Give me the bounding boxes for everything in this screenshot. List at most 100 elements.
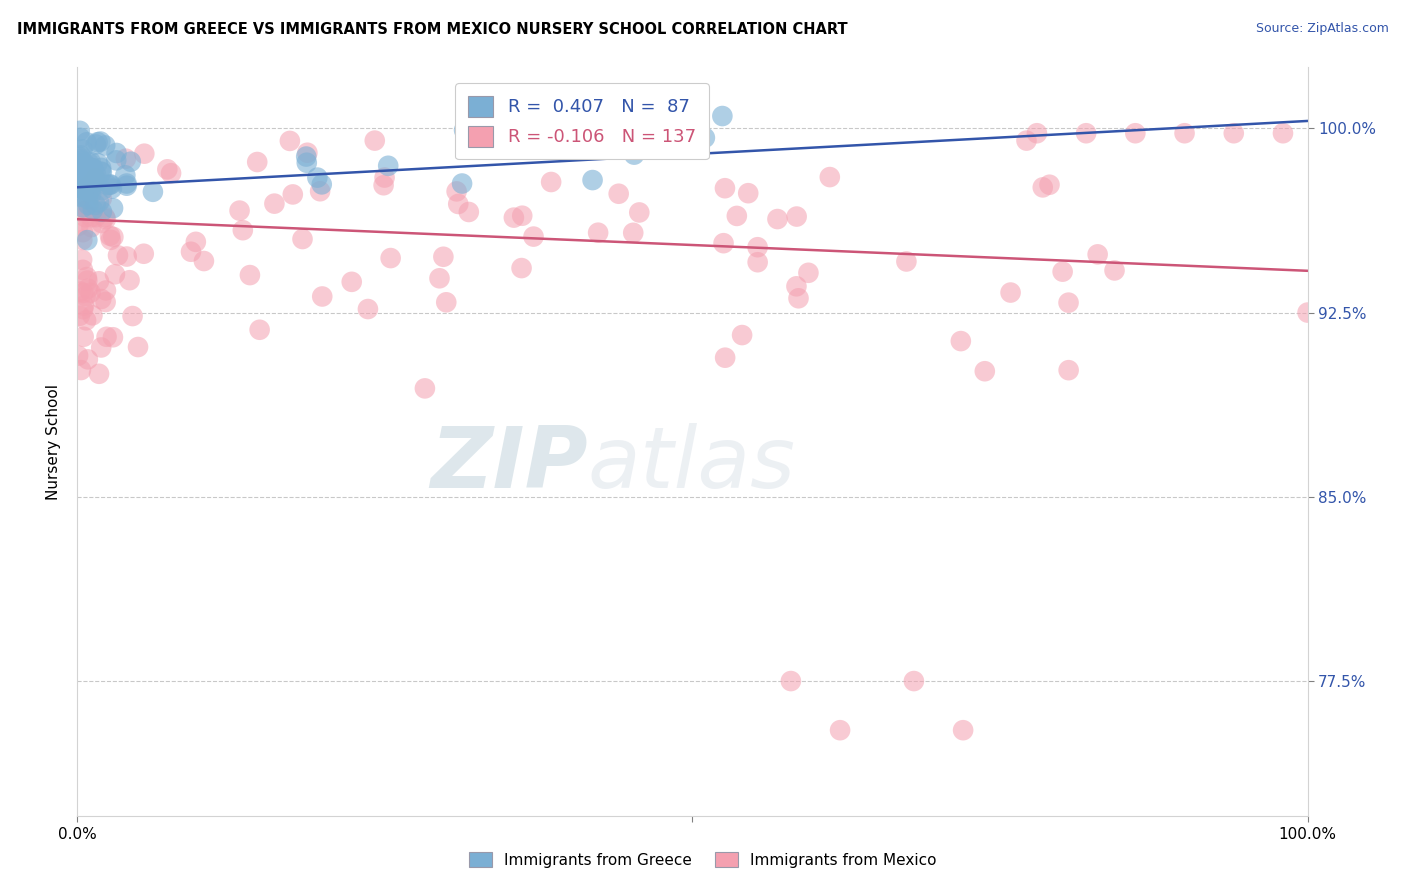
Point [69, 131, 91, 145]
Point [1104, 263, 1126, 277]
Point [94, 295, 117, 310]
Point [510, 209, 533, 223]
Point [281, 187, 304, 202]
Point [76, 184, 98, 198]
Point [69, 179, 91, 194]
Point [82, 161, 104, 176]
Point [90, 192, 112, 206]
Point [66, 180, 89, 194]
Point [502, 211, 524, 225]
Text: IMMIGRANTS FROM GREECE VS IMMIGRANTS FROM MEXICO NURSERY SCHOOL CORRELATION CHAR: IMMIGRANTS FROM GREECE VS IMMIGRANTS FRO… [17, 22, 848, 37]
Point [86, 175, 108, 189]
Point [581, 173, 603, 187]
Point [83, 173, 105, 187]
Point [380, 251, 402, 265]
Point [72, 201, 94, 215]
Point [307, 170, 329, 185]
Point [82, 308, 104, 322]
Point [737, 186, 759, 201]
Point [413, 381, 436, 395]
Point [75, 161, 97, 175]
Point [787, 291, 810, 305]
Point [76, 352, 98, 367]
Point [80, 211, 103, 225]
Point [786, 210, 808, 224]
Point [1038, 178, 1060, 192]
Point [446, 185, 468, 199]
Point [949, 334, 972, 348]
Point [69, 148, 91, 162]
Point [76, 179, 98, 194]
Point [70, 181, 93, 195]
Text: ZIP: ZIP [430, 423, 588, 506]
Point [714, 351, 737, 365]
Point [72, 233, 94, 247]
Point [67, 219, 90, 233]
Point [76, 274, 98, 288]
Point [82, 172, 104, 186]
Point [120, 154, 142, 169]
Point [73, 330, 96, 344]
Point [87, 156, 110, 170]
Point [711, 109, 734, 123]
Text: atlas: atlas [588, 423, 796, 506]
Point [73, 299, 96, 313]
Point [295, 150, 318, 164]
Point [72, 262, 94, 277]
Point [76, 270, 98, 285]
Point [142, 185, 165, 199]
Point [1174, 126, 1197, 140]
Point [114, 152, 136, 166]
Point [311, 289, 333, 303]
Point [98, 228, 121, 243]
Point [89, 135, 111, 149]
Point [623, 147, 645, 161]
Point [785, 279, 807, 293]
Point [104, 267, 127, 281]
Point [628, 205, 651, 219]
Point [96, 330, 118, 344]
Point [66, 178, 89, 192]
Point [67, 157, 90, 171]
Point [1000, 285, 1022, 300]
Point [70, 252, 93, 267]
Point [75, 210, 97, 224]
Legend: R =  0.407   N =  87, R = -0.106   N = 137: R = 0.407 N = 87, R = -0.106 N = 137 [456, 84, 709, 160]
Point [896, 254, 918, 268]
Point [67, 349, 90, 363]
Point [67, 150, 90, 164]
Point [429, 271, 451, 285]
Point [69, 153, 91, 167]
Point [1272, 126, 1295, 140]
Point [86, 175, 108, 189]
Point [94, 210, 117, 224]
Point [1032, 180, 1054, 194]
Point [70, 205, 93, 219]
Point [249, 323, 271, 337]
Point [101, 181, 124, 195]
Point [472, 138, 495, 153]
Point [105, 146, 128, 161]
Point [84, 167, 107, 181]
Point [67, 171, 90, 186]
Point [87, 195, 110, 210]
Point [1052, 265, 1074, 279]
Point [69, 190, 91, 204]
Point [82, 202, 104, 217]
Point [86, 174, 108, 188]
Point [1015, 134, 1038, 148]
Point [1125, 126, 1147, 140]
Point [156, 162, 179, 177]
Point [76, 192, 98, 206]
Point [82, 161, 104, 176]
Point [374, 170, 396, 185]
Point [453, 123, 475, 137]
Point [278, 134, 301, 148]
Point [91, 183, 114, 197]
Point [69, 309, 91, 323]
Point [80, 155, 103, 169]
Point [72, 302, 94, 317]
Point [586, 226, 609, 240]
Point [80, 166, 103, 180]
Point [84, 211, 107, 225]
